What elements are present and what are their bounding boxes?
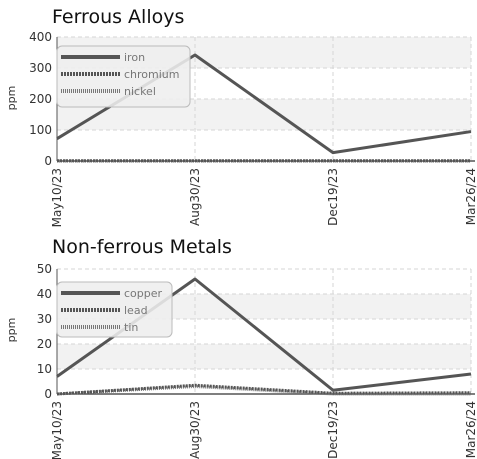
y-tick-label: 200 [29,92,52,106]
chart-title: Non-ferrous Metals [52,236,232,258]
legend-label-copper: copper [124,287,163,300]
y-tick-label: 40 [37,287,52,301]
y-tick-label: 10 [37,362,52,376]
y-tick-label: 20 [37,337,52,351]
grid-band [57,344,471,369]
legend: iron chromium nickel [56,45,191,108]
y-tick-label: 0 [44,154,52,168]
legend-label-tin: tin [124,321,138,334]
x-tick-label: May10/23 [50,401,64,459]
legend: copper lead tin [56,281,173,338]
y-axis-label: ppm [5,86,18,111]
y-axis-label: ppm [5,318,18,343]
non-ferrous-metals-chart: 0 10 20 30 40 50 May10/23 Aug30/23 Dec19/23 Mar26… [5,262,477,459]
ferrous-alloys-chart: 0 100 200 300 400 May10/23 Aug30/23 Dec19/23 Mar… [5,30,477,227]
x-tick-label: Dec19/23 [326,401,340,459]
legend-box [56,281,173,338]
x-tick-label: Dec19/23 [326,168,340,226]
x-tick-label: Aug30/23 [188,401,202,459]
x-tick-label: Mar26/24 [464,168,477,225]
legend-box [56,45,191,108]
legend-label-nickel: nickel [124,85,156,98]
legend-label-chromium: chromium [124,68,180,81]
series-line-lead [56,383,472,396]
y-tick-label: 400 [29,30,52,44]
x-tick-label: Mar26/24 [464,401,477,458]
y-tick-label: 100 [29,123,52,137]
chart-title: Ferrous Alloys [52,6,185,28]
y-tick-label: 0 [44,387,52,401]
y-tick-label: 50 [37,262,52,276]
legend-label-lead: lead [124,304,148,317]
y-tick-label: 300 [29,61,52,75]
y-tick-label: 30 [37,312,52,326]
x-tick-label: May10/23 [50,168,64,227]
x-tick-label: Aug30/23 [188,168,202,226]
legend-label-iron: iron [124,51,145,64]
